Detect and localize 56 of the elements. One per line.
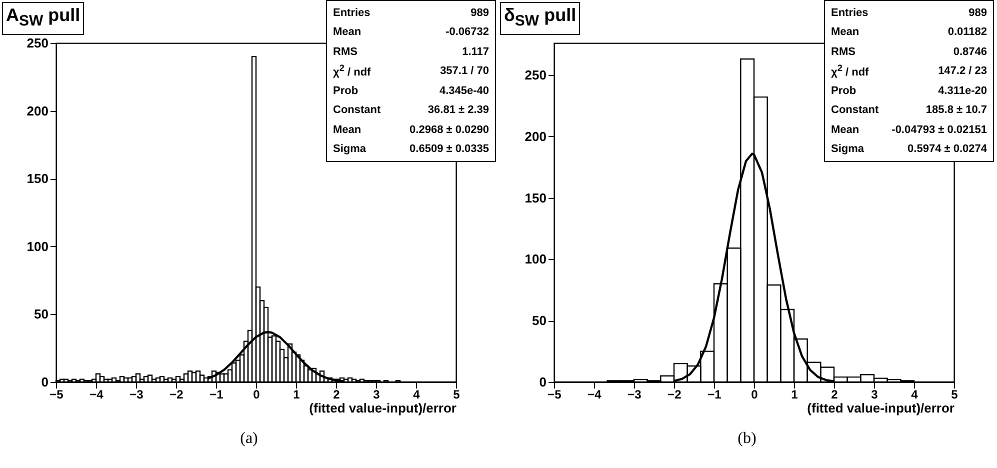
text: Mean -0.06732: [333, 26, 489, 38]
x-tick-label: 2: [333, 388, 340, 402]
x-tick-label: 0: [751, 388, 758, 402]
x-tick-label: 5: [951, 388, 958, 402]
x-axis-title: (fitted value-input)/error: [309, 400, 456, 416]
x-tick-label: 4: [911, 388, 918, 402]
y-tick-label: 100: [26, 238, 48, 254]
y-tick-label: 200: [26, 103, 48, 118]
text: Mean -0.04793 ± 0.02151: [831, 124, 987, 136]
x-tick-label: −3: [130, 388, 144, 402]
text: Sigma 0.6509 ± 0.0335: [333, 143, 489, 156]
text: Sigma 0.5974 ± 0.0274: [831, 143, 987, 156]
x-tick-label: −4: [90, 388, 104, 402]
x-tick-label: −4: [588, 388, 602, 402]
y-tick-label: 100: [524, 252, 546, 267]
text: Prob 4.311e-20: [831, 84, 987, 97]
text: (b): [736, 430, 758, 448]
text: Entries 989: [333, 6, 489, 19]
text: Entries 989: [831, 6, 987, 19]
text: Mean 0.01182: [831, 26, 987, 38]
y-tick-label: 50: [34, 306, 48, 322]
x-tick-label: 1: [791, 388, 798, 402]
y-tick-label: 250: [524, 67, 546, 82]
y-tick-label: 150: [26, 171, 48, 186]
text: RMS 0.8746: [831, 46, 987, 58]
text: (a): [239, 430, 259, 448]
text: Constant 36.81 ± 2.39: [333, 104, 489, 116]
text: RMS 1.117: [333, 46, 489, 58]
chart-title: δ$_{SW}$ pull: [500, 2, 580, 35]
text: Prob 4.345e-40: [333, 84, 489, 97]
y-tick-label: 250: [26, 36, 48, 50]
chart-title: A$_{SW}$ pull: [2, 2, 84, 35]
y-tick-label: 0: [41, 374, 48, 390]
y-tick-label: 200: [524, 128, 546, 144]
x-tick-label: 3: [871, 388, 878, 402]
x-tick-label: −5: [548, 388, 562, 402]
y-tick-label: 150: [524, 190, 546, 206]
text: χ$^{2}$ / ndf 147.2 / 23: [831, 63, 987, 80]
text: Mean 0.2968 ± 0.0290: [333, 124, 489, 136]
x-tick-label: −1: [708, 388, 722, 402]
x-tick-label: −1: [210, 388, 224, 402]
x-tick-label: 2: [831, 388, 838, 402]
y-tick-label: 50: [532, 313, 546, 328]
x-tick-label: 5: [453, 388, 460, 402]
text: Constant 185.8 ± 10.7: [831, 104, 987, 116]
y-tick-label: 0: [539, 374, 546, 390]
x-tick-label: 4: [413, 388, 420, 402]
x-tick-label: −5: [50, 388, 64, 402]
text: χ$^{2}$ / ndf 357.1 / 70: [333, 63, 489, 80]
x-axis-title: (fitted value-input)/error: [807, 400, 954, 416]
x-tick-label: 3: [373, 388, 380, 402]
x-tick-label: −2: [668, 388, 682, 402]
x-tick-label: −2: [170, 388, 184, 402]
x-tick-label: 1: [293, 388, 300, 402]
x-tick-label: −3: [628, 388, 642, 402]
x-tick-label: 0: [253, 388, 260, 402]
